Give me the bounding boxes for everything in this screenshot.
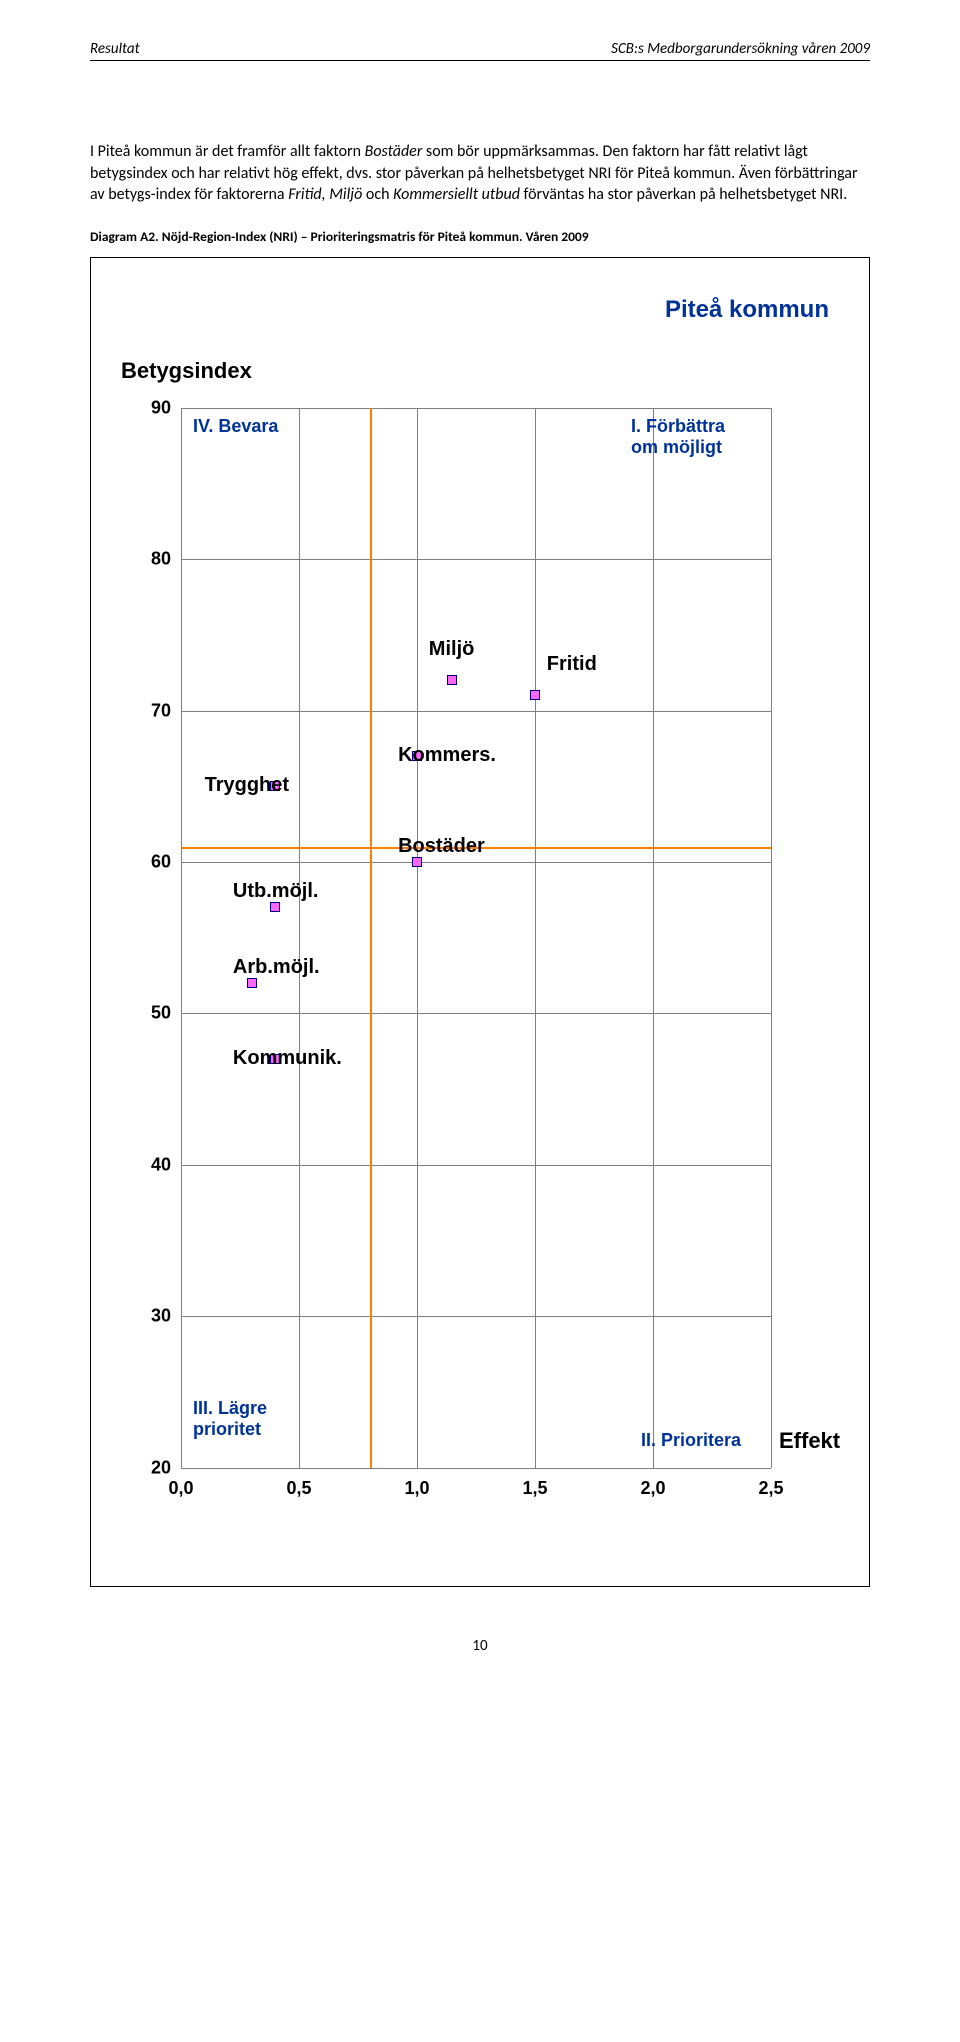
para-i2: Fritid, Miljö <box>288 185 362 204</box>
data-point-label: Arb.möjl. <box>233 956 320 979</box>
chart-frame: Piteå kommun Betygsindex IV. Bevara I. Fö… <box>90 257 870 1587</box>
x-axis-title: Effekt <box>779 1428 840 1454</box>
quadrant-i-label: I. Förbättraom möjligt <box>631 416 725 459</box>
para-i1: Bostäder <box>365 142 423 161</box>
data-point-marker <box>247 978 257 988</box>
gridline-horizontal <box>181 1165 771 1166</box>
y-tick-label: 80 <box>141 549 171 570</box>
quadrant-iv-label: IV. Bevara <box>193 416 278 438</box>
y-tick-label: 70 <box>141 700 171 721</box>
gridline-vertical <box>417 408 418 1468</box>
data-point-marker <box>412 857 422 867</box>
x-tick-label: 2,0 <box>640 1478 665 1499</box>
y-tick-label: 90 <box>141 397 171 418</box>
data-point-label: Kommers. <box>398 744 496 767</box>
x-tick-label: 2,5 <box>758 1478 783 1499</box>
gridline-horizontal <box>181 1468 771 1469</box>
y-axis-title: Betygsindex <box>121 358 252 384</box>
x-tick-label: 1,0 <box>404 1478 429 1499</box>
data-point-marker <box>447 675 457 685</box>
gridline-horizontal <box>181 711 771 712</box>
para-t3: och <box>362 185 393 204</box>
data-point-label: Trygghet <box>205 774 289 797</box>
gridline-horizontal <box>181 1316 771 1317</box>
data-point-label: Miljö <box>429 638 475 661</box>
y-tick-label: 20 <box>141 1457 171 1478</box>
page: Resultat SCB:s Medborgarundersökning vår… <box>0 0 960 1695</box>
gridline-horizontal <box>181 408 771 409</box>
page-header: Resultat SCB:s Medborgarundersökning vår… <box>90 40 870 61</box>
x-tick-label: 0,0 <box>168 1478 193 1499</box>
x-tick-label: 0,5 <box>286 1478 311 1499</box>
quadrant-ii-label: II. Prioritera <box>641 1430 741 1452</box>
gridline-vertical <box>181 408 182 1468</box>
gridline-vertical <box>771 408 772 1468</box>
header-right: SCB:s Medborgarundersökning våren 2009 <box>611 40 870 58</box>
data-point-label: Utb.möjl. <box>233 880 319 903</box>
chart-title: Piteå kommun <box>665 296 829 324</box>
gridline-horizontal <box>181 862 771 863</box>
diagram-caption: Diagram A2. Nöjd-Region-Index (NRI) – Pr… <box>90 228 870 245</box>
x-tick-label: 1,5 <box>522 1478 547 1499</box>
body-paragraph: I Piteå kommun är det framför allt fakto… <box>90 141 870 206</box>
data-point-label: Fritid <box>547 653 597 676</box>
gridline-horizontal <box>181 559 771 560</box>
y-tick-label: 40 <box>141 1154 171 1175</box>
y-tick-label: 30 <box>141 1306 171 1327</box>
header-left: Resultat <box>90 40 140 58</box>
gridline-vertical <box>535 408 536 1468</box>
data-point-label: Bostäder <box>398 835 485 858</box>
gridline-horizontal <box>181 1013 771 1014</box>
crosshair-vertical <box>370 408 372 1468</box>
para-i3: Kommersiellt utbud <box>393 185 520 204</box>
para-t1: I Piteå kommun är det framför allt fakto… <box>90 142 365 161</box>
data-point-marker <box>530 690 540 700</box>
y-tick-label: 50 <box>141 1003 171 1024</box>
gridline-vertical <box>299 408 300 1468</box>
y-tick-label: 60 <box>141 852 171 873</box>
gridline-vertical <box>653 408 654 1468</box>
data-point-label: Kommunik. <box>233 1047 342 1070</box>
data-point-marker <box>270 902 280 912</box>
para-t4: förväntas ha stor påverkan på helhetsbet… <box>520 185 847 204</box>
quadrant-iii-label: III. Lägreprioritet <box>193 1398 267 1441</box>
plot-area: IV. Bevara I. Förbättraom möjligt III. Läg… <box>181 408 771 1468</box>
page-number: 10 <box>90 1637 870 1655</box>
